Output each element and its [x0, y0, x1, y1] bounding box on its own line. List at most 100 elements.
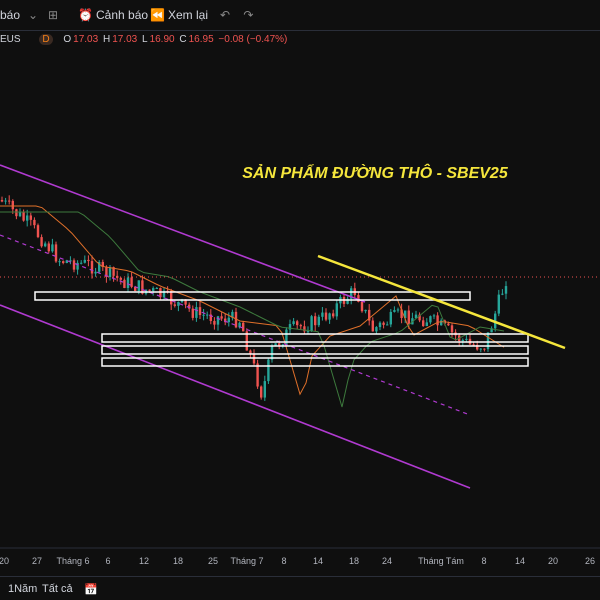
- candle: [429, 316, 432, 323]
- candle: [0, 200, 4, 202]
- close: 16.95: [188, 34, 214, 45]
- candle: [368, 309, 371, 321]
- candle: [213, 320, 216, 325]
- candle: [238, 322, 241, 328]
- channel-upper: [0, 164, 366, 303]
- candle: [18, 212, 22, 217]
- trend-line: [317, 254, 566, 350]
- candle: [299, 325, 302, 327]
- time-label: 12: [139, 556, 149, 566]
- icon: ⌄ ⊞: [28, 8, 59, 22]
- candle: [188, 304, 191, 309]
- candle: [227, 317, 230, 323]
- range-all[interactable]: Tất cả: [42, 583, 73, 595]
- candle: [108, 267, 112, 277]
- candle: [486, 332, 490, 350]
- zone: [101, 333, 529, 343]
- candle: [166, 290, 169, 292]
- candle: [285, 329, 288, 345]
- candle: [148, 289, 151, 291]
- moving-average: [0, 211, 505, 408]
- annotation: SẢN PHẨM ĐƯỜNG THÔ - SBEV25: [242, 163, 509, 182]
- channel-lower: [0, 304, 471, 489]
- candle: [317, 316, 320, 326]
- candle: [404, 310, 407, 318]
- candle: [306, 331, 310, 333]
- candle: [54, 244, 58, 262]
- candle: [497, 294, 500, 314]
- indicators-button[interactable]: báo: [0, 8, 21, 22]
- candle: [490, 328, 493, 333]
- open: 17.03: [73, 34, 99, 45]
- candle: [119, 277, 122, 280]
- candle: [137, 280, 140, 291]
- candle: [173, 304, 176, 306]
- alerts-button[interactable]: Cảnh báo: [96, 8, 149, 22]
- replay-button[interactable]: Xem lại: [168, 8, 209, 22]
- candle: [44, 243, 47, 247]
- candle: [15, 209, 18, 217]
- candle: [209, 314, 212, 321]
- candle: [360, 301, 364, 312]
- open-label: O: [63, 34, 72, 45]
- candle: [112, 267, 115, 276]
- candle: [231, 311, 234, 318]
- candle: [234, 311, 238, 328]
- candle: [425, 322, 428, 327]
- candle: [202, 314, 205, 316]
- candle: [141, 280, 144, 294]
- candle: [69, 260, 72, 262]
- candle: [396, 309, 400, 311]
- candle: [83, 259, 86, 263]
- candle: [198, 307, 202, 315]
- time-label: 18: [349, 556, 359, 566]
- high-label: H: [102, 34, 111, 45]
- date-range-icon[interactable]: 📅: [84, 584, 98, 596]
- candle: [414, 314, 418, 319]
- candle: [267, 359, 270, 382]
- candle: [418, 314, 421, 321]
- candle: [332, 313, 335, 317]
- interval: D: [39, 34, 53, 45]
- candle: [76, 262, 79, 270]
- candle: [303, 326, 306, 332]
- candle: [382, 322, 385, 325]
- channel-mid: [0, 234, 471, 416]
- candle: [249, 350, 252, 354]
- candle: [324, 312, 328, 320]
- candle: [11, 200, 14, 210]
- candle: [389, 311, 392, 325]
- candle: [130, 277, 133, 287]
- time-label: Tháng 6: [56, 556, 89, 566]
- candle: [206, 314, 209, 316]
- low-label: L: [142, 34, 148, 45]
- candle: [335, 303, 338, 317]
- candle: [364, 309, 367, 312]
- candle: [292, 321, 295, 325]
- undo-redo[interactable]: ↶ ↷: [220, 8, 254, 22]
- candle: [58, 261, 61, 263]
- candle: [191, 308, 194, 318]
- candle: [123, 279, 126, 288]
- candle: [22, 212, 25, 221]
- candle: [98, 261, 101, 272]
- candle: [216, 316, 220, 325]
- time-axis: 20 27 Tháng 6 6 12 18 25 Tháng 7 8 14 18 24 Tháng Tá…: [0, 556, 595, 566]
- time-label: Tháng 7: [230, 556, 263, 566]
- candle: [195, 307, 198, 318]
- low: 16.90: [149, 34, 175, 45]
- toolbar: báo ⌄ ⊞ ⏰ Cảnh báo ⏪ Xem lại ↶ ↷: [0, 0, 600, 31]
- range-1y[interactable]: 1Năm: [8, 583, 38, 595]
- candle: [126, 277, 130, 288]
- candle: [296, 321, 299, 326]
- close-label: C: [179, 34, 187, 45]
- candle: [393, 310, 396, 312]
- moving-average: [0, 205, 505, 396]
- candle: [378, 322, 382, 328]
- candle: [314, 316, 317, 326]
- candle: [80, 262, 83, 264]
- alert-icon: ⏰: [78, 8, 93, 22]
- time-label: 20: [548, 556, 558, 566]
- candle: [440, 320, 443, 326]
- candle: [184, 299, 187, 305]
